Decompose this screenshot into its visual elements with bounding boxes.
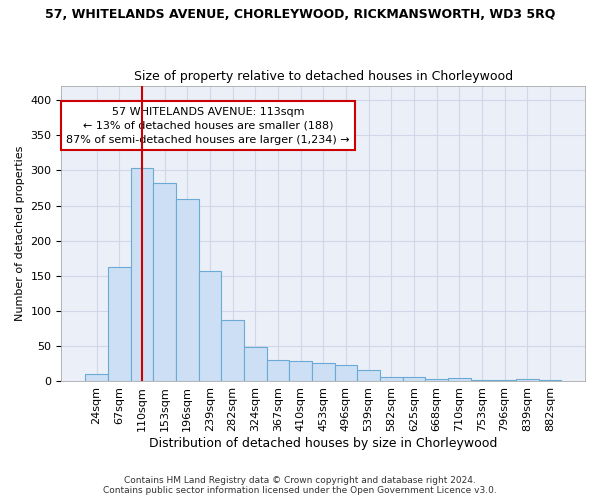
Bar	[176, 200, 199, 382]
Title: Size of property relative to detached houses in Chorleywood: Size of property relative to detached ho…	[134, 70, 513, 84]
Y-axis label: Number of detached properties: Number of detached properties	[15, 146, 25, 322]
Bar	[335, 366, 357, 382]
Bar	[244, 347, 266, 382]
Bar	[312, 363, 335, 382]
Bar	[357, 370, 380, 382]
Bar	[380, 376, 403, 382]
Bar	[153, 183, 176, 382]
Bar	[266, 360, 289, 382]
Bar	[289, 361, 312, 382]
Text: Contains HM Land Registry data © Crown copyright and database right 2024.
Contai: Contains HM Land Registry data © Crown c…	[103, 476, 497, 495]
Text: 57 WHITELANDS AVENUE: 113sqm
← 13% of detached houses are smaller (188)
87% of s: 57 WHITELANDS AVENUE: 113sqm ← 13% of de…	[66, 106, 350, 144]
X-axis label: Distribution of detached houses by size in Chorleywood: Distribution of detached houses by size …	[149, 437, 497, 450]
Bar	[516, 378, 539, 382]
Bar	[221, 320, 244, 382]
Bar	[493, 380, 516, 382]
Text: 57, WHITELANDS AVENUE, CHORLEYWOOD, RICKMANSWORTH, WD3 5RQ: 57, WHITELANDS AVENUE, CHORLEYWOOD, RICK…	[45, 8, 555, 20]
Bar	[85, 374, 108, 382]
Bar	[199, 271, 221, 382]
Bar	[425, 380, 448, 382]
Bar	[403, 377, 425, 382]
Bar	[539, 380, 561, 382]
Bar	[108, 267, 131, 382]
Bar	[448, 378, 470, 382]
Bar	[470, 380, 493, 382]
Bar	[131, 168, 153, 382]
